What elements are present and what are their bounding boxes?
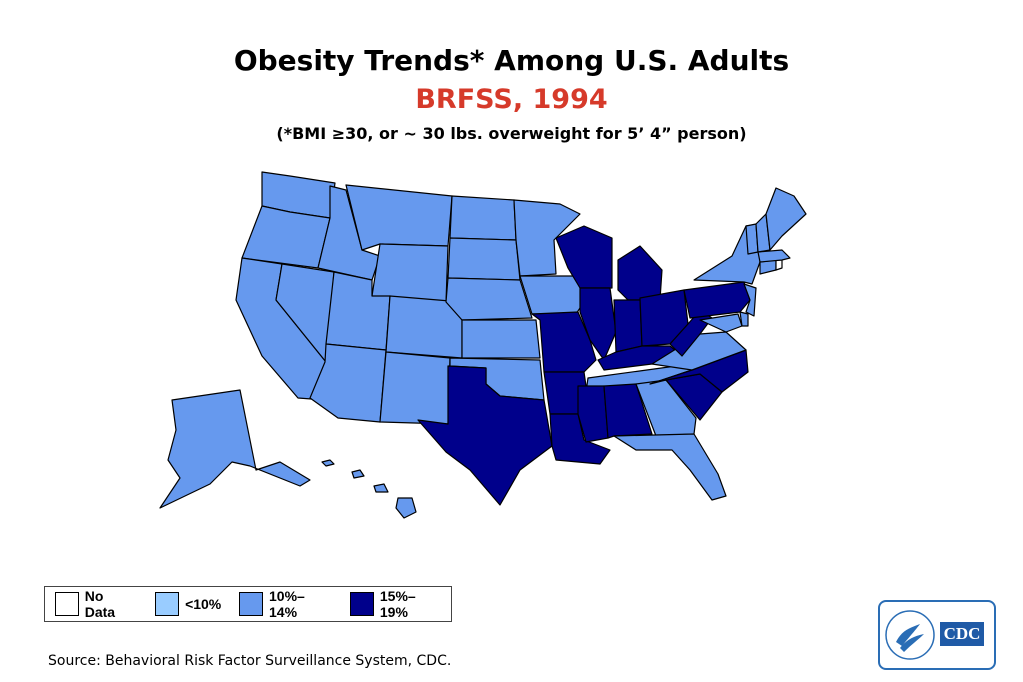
state-maine	[765, 187, 807, 251]
state-hawaii	[321, 459, 417, 519]
cdc-logo-text: CDC	[940, 622, 984, 646]
state-wyoming	[371, 243, 449, 303]
map-subtitle: BRFSS, 1994	[415, 84, 608, 115]
state-delaware	[739, 311, 749, 327]
legend-label: 10%–14%	[269, 588, 305, 620]
legend-item-10-14: 10%–14%	[239, 588, 332, 620]
state-new-jersey	[743, 283, 757, 317]
state-north-dakota	[449, 195, 517, 241]
source-text: Source: Behavioral Risk Factor Surveilla…	[48, 653, 452, 669]
state-nebraska	[445, 277, 533, 321]
legend-label: <10%	[185, 596, 222, 612]
cdc-logo: CDC	[878, 600, 996, 670]
legend-label: 15%–19%	[379, 588, 416, 620]
map-note: (*BMI ≥30, or ~ 30 lbs. overweight for 5…	[276, 124, 747, 143]
state-kansas	[461, 319, 541, 359]
hhs-eagle-icon	[885, 610, 935, 660]
state-massachusetts	[757, 249, 791, 263]
state-minnesota	[513, 199, 581, 277]
state-texas	[417, 365, 553, 506]
state-montana	[345, 184, 453, 251]
state-new-mexico	[379, 351, 451, 425]
state-south-dakota	[447, 237, 521, 281]
legend-swatch	[350, 592, 374, 616]
legend-item-15-19: 15%–19%	[350, 588, 443, 620]
legend-label: No Data	[84, 588, 116, 620]
state-florida	[613, 433, 727, 501]
map-title: Obesity Trends* Among U.S. Adults	[233, 44, 790, 77]
legend-item-no-data: No Data	[55, 588, 137, 620]
legend-swatch	[155, 592, 180, 616]
state-missouri	[531, 311, 597, 373]
state-mississippi	[577, 385, 609, 443]
state-rhode-island	[775, 259, 783, 271]
legend-swatch	[55, 592, 79, 616]
state-wisconsin	[555, 225, 613, 289]
legend-item-under-10: <10%	[155, 592, 221, 616]
legend-swatch	[239, 592, 264, 616]
state-michigan	[617, 245, 663, 301]
legend: No Data <10% 10%–14% 15%–19%	[44, 586, 452, 622]
state-alaska	[159, 389, 311, 509]
state-indiana	[613, 299, 643, 353]
state-pennsylvania	[683, 281, 751, 319]
